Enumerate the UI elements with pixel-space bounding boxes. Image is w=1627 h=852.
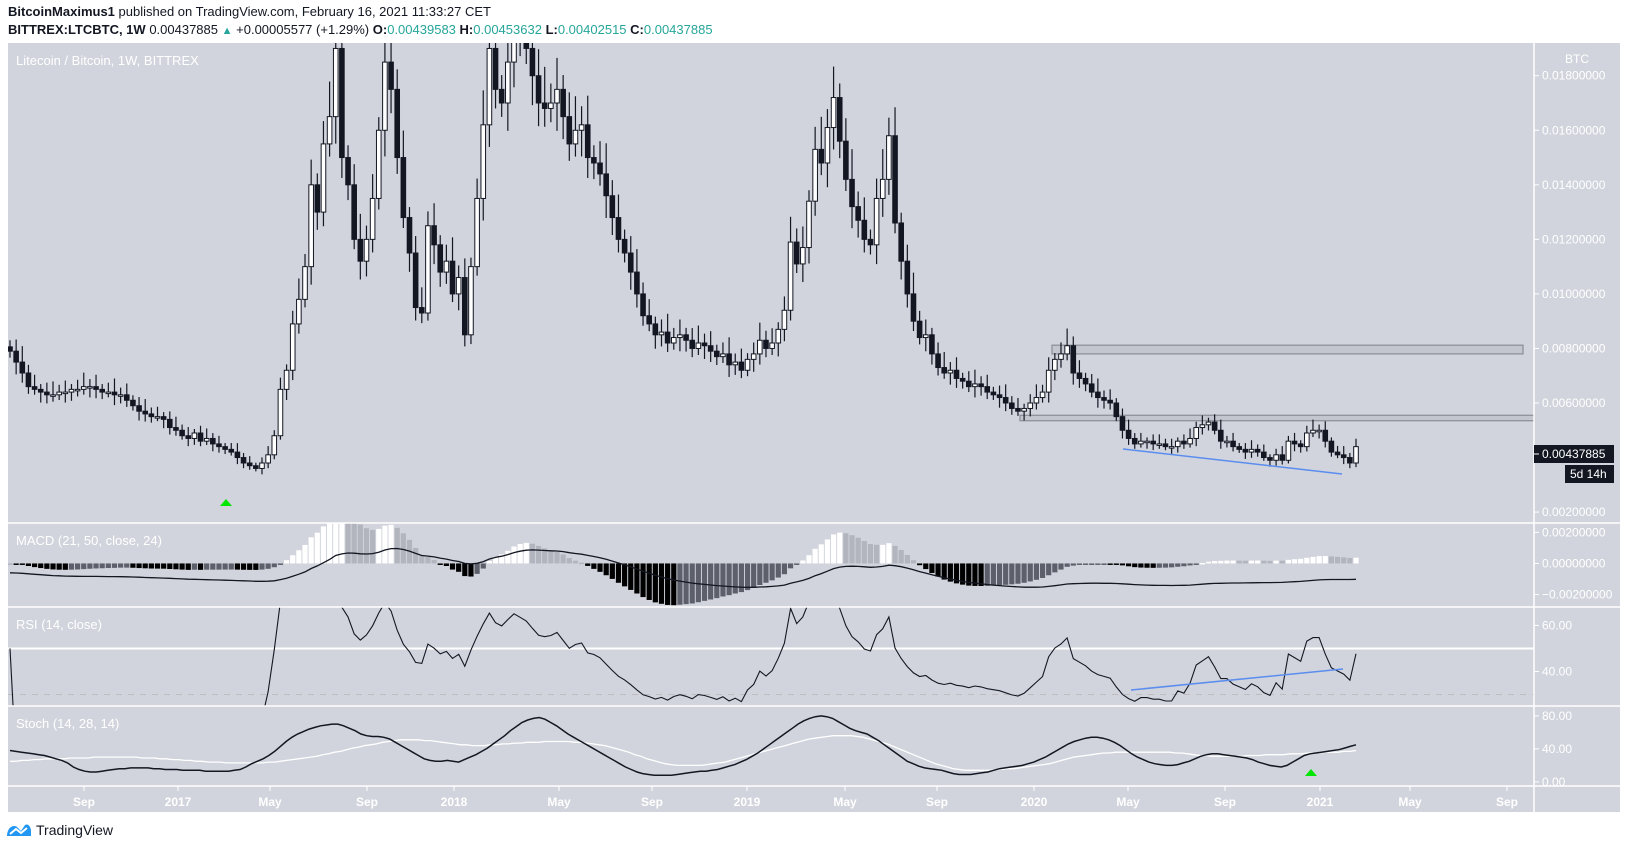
- svg-text:0.00000000: 0.00000000: [1542, 556, 1606, 570]
- price-tick: 0.01400000: [1542, 178, 1606, 192]
- time-tick: May: [258, 795, 282, 809]
- svg-text:40.00: 40.00: [1542, 742, 1572, 756]
- up-arrow-icon: ▲: [221, 25, 233, 37]
- resistance-zone-high[interactable]: [1051, 344, 1524, 355]
- svg-text:0.00200000: 0.00200000: [1542, 525, 1606, 539]
- buy-signal-arrow-icon: [220, 499, 232, 506]
- rsi-pane: [8, 607, 1534, 706]
- tradingview-logo-icon: [7, 824, 31, 836]
- time-tick: May: [1398, 795, 1422, 809]
- current-price-label: 0.00437885 5d 14h: [1534, 445, 1614, 483]
- svg-text:40.00: 40.00: [1542, 664, 1572, 678]
- publish-info: BitcoinMaximus1 published on TradingView…: [8, 4, 491, 19]
- close-label: C:: [630, 22, 644, 37]
- time-tick: May: [1116, 795, 1140, 809]
- price-tick: 0.01000000: [1542, 287, 1606, 301]
- time-tick: 2018: [441, 795, 468, 809]
- price-tick: 0.00800000: [1542, 341, 1606, 355]
- time-tick: 2021: [1307, 795, 1334, 809]
- time-axis[interactable]: Sep 2017 May Sep 2018 May Sep 2019 May Sep 2020 May…: [73, 786, 1518, 809]
- stoch-d-line: [10, 735, 1357, 771]
- bar-countdown: 5d 14h: [1570, 467, 1607, 481]
- tradingview-logo[interactable]: TradingView: [6, 822, 113, 838]
- rsi-support-trendline[interactable]: [1130, 668, 1344, 691]
- high-value: 0.00453632: [473, 22, 542, 37]
- price-tick: 0.01200000: [1542, 232, 1606, 246]
- price-tick: 0.01800000: [1542, 69, 1606, 83]
- stoch-signal-arrow-icon: [1305, 769, 1317, 776]
- price-tick: 0.01600000: [1542, 123, 1606, 137]
- time-tick: May: [547, 795, 571, 809]
- time-tick: 2017: [165, 795, 192, 809]
- last-price: 0.00437885: [149, 22, 218, 37]
- svg-text:0.00437885: 0.00437885: [1542, 447, 1606, 461]
- time-tick: May: [833, 795, 857, 809]
- time-tick: Sep: [926, 795, 948, 809]
- price-pane-title: Litecoin / Bitcoin, 1W, BITTREX: [16, 53, 199, 68]
- macd-pane: [8, 523, 1359, 606]
- svg-text:80.00: 80.00: [1542, 709, 1572, 723]
- close-value: 0.00437885: [643, 22, 713, 37]
- open-label: O:: [372, 22, 388, 37]
- time-tick: 2020: [1021, 795, 1048, 809]
- price-tick: 0.00600000: [1542, 396, 1606, 410]
- svg-text:−0.00200000: −0.00200000: [1542, 588, 1613, 602]
- macd-line: [9, 547, 1357, 588]
- time-tick: Sep: [73, 795, 95, 809]
- macd-title: MACD (21, 50, close, 24): [16, 533, 162, 548]
- symbol-info: BITTREX:LTCBTC, 1W 0.00437885 ▲ +0.00005…: [8, 22, 713, 37]
- svg-text:0.00: 0.00: [1542, 775, 1566, 789]
- stoch-k-line: [9, 715, 1357, 777]
- price-tick: 0.00200000: [1542, 505, 1606, 519]
- published-text: published on TradingView.com, February 1…: [114, 4, 491, 19]
- price-axis[interactable]: 0.01800000 0.01600000 0.01400000 0.01200000…: [1534, 69, 1613, 789]
- price-change: +0.00005577 (+1.29%): [236, 22, 370, 37]
- price-candles: [8, 43, 1359, 475]
- symbol-label: BITTREX:LTCBTC, 1W: [8, 22, 146, 37]
- time-tick: 2019: [734, 795, 761, 809]
- low-value: 0.00402515: [557, 22, 627, 37]
- svg-text:60.00: 60.00: [1542, 618, 1572, 632]
- open-value: 0.00439583: [387, 22, 456, 37]
- time-tick: Sep: [1496, 795, 1518, 809]
- stoch-title: Stoch (14, 28, 14): [16, 716, 119, 731]
- high-label: H:: [459, 22, 474, 37]
- price-support-trendline[interactable]: [1122, 448, 1343, 475]
- rsi-title: RSI (14, close): [16, 617, 102, 632]
- rsi-line: [9, 607, 1357, 706]
- low-label: L:: [545, 22, 558, 37]
- time-tick: Sep: [641, 795, 663, 809]
- axis-unit-label: BTC: [1565, 52, 1589, 66]
- stoch-pane: [9, 715, 1357, 777]
- resistance-zone-low[interactable]: [1019, 414, 1535, 422]
- time-tick: Sep: [356, 795, 378, 809]
- time-tick: Sep: [1214, 795, 1236, 809]
- tradingview-brand: TradingView: [36, 822, 114, 838]
- publisher-name[interactable]: BitcoinMaximus1: [8, 4, 115, 19]
